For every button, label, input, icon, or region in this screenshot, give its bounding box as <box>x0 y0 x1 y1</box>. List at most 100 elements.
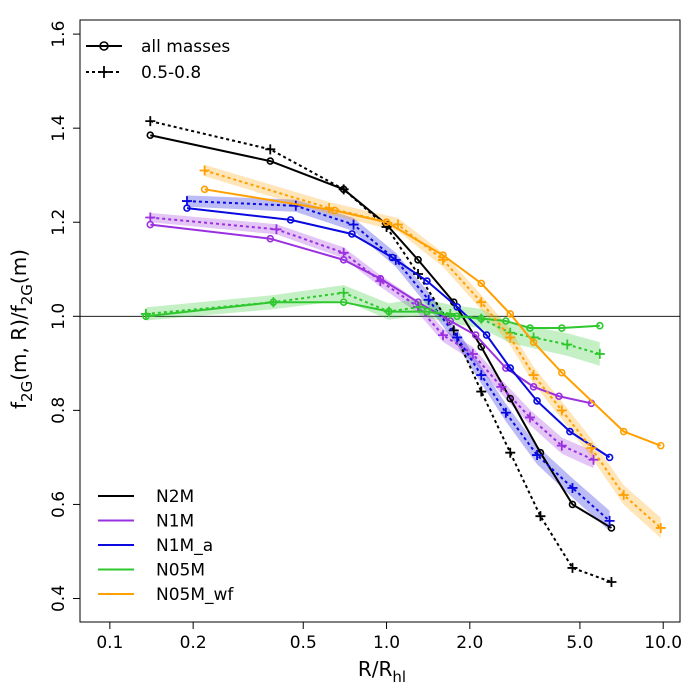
data-point <box>533 397 541 405</box>
series <box>181 196 615 526</box>
x-axis-title: R/Rhl <box>358 657 406 686</box>
data-point <box>619 427 628 436</box>
data-point <box>423 277 431 285</box>
data-point <box>476 370 487 381</box>
data-point <box>605 453 614 462</box>
data-point <box>477 279 486 288</box>
data-point <box>476 313 487 324</box>
data-point <box>529 383 538 391</box>
x-tick-label: 5.0 <box>566 633 593 653</box>
data-point <box>140 308 151 319</box>
data-point <box>414 256 422 264</box>
x-tick-label: 2.0 <box>456 633 483 653</box>
data-point <box>586 442 597 453</box>
data-point <box>505 447 516 458</box>
data-point <box>338 247 349 258</box>
data-point <box>338 287 349 298</box>
data-point <box>588 454 599 465</box>
data-point <box>324 203 335 214</box>
data-point <box>500 407 511 418</box>
data-point <box>414 301 425 312</box>
data-point <box>181 196 192 207</box>
data-point <box>566 427 574 436</box>
data-point <box>506 394 515 403</box>
data-point <box>383 306 394 317</box>
x-tick-label: 0.2 <box>180 633 207 653</box>
y-axis-title-part: (m, R)/f <box>7 304 31 380</box>
legend-label: 0.5-0.8 <box>141 63 201 83</box>
x-tick-label: 1.0 <box>373 633 400 653</box>
data-point <box>656 441 665 450</box>
data-point <box>568 500 577 509</box>
data-point <box>529 338 538 346</box>
data-point <box>556 440 567 451</box>
series-line <box>150 134 612 529</box>
data-point <box>606 577 617 588</box>
y-axis-title-part: f <box>7 401 31 409</box>
x-axis-title-sub: hl <box>392 668 406 686</box>
data-point <box>557 368 566 377</box>
plot-frame <box>79 19 681 623</box>
data-point <box>655 522 666 533</box>
data-point <box>596 321 604 330</box>
data-point <box>453 303 461 311</box>
x-tick-label: 10.0 <box>644 633 682 653</box>
data-point <box>286 216 295 224</box>
legend-label: all masses <box>141 37 230 57</box>
data-point <box>290 200 301 211</box>
data-point <box>505 332 516 343</box>
data-point <box>268 297 279 308</box>
data-point <box>390 254 401 265</box>
data-point <box>146 131 155 140</box>
uncertainty-band <box>186 195 610 532</box>
y-axis-title-sub: 2G <box>18 381 36 402</box>
data-point <box>476 297 487 308</box>
data-point <box>145 116 156 127</box>
data-point <box>271 224 282 235</box>
data-point <box>438 330 449 341</box>
data-point <box>524 412 535 423</box>
y-tick-label: 0.8 <box>49 397 69 424</box>
data-point <box>445 308 456 319</box>
data-point <box>375 276 386 287</box>
data-point <box>526 324 534 332</box>
legend-label: N2M <box>156 487 194 507</box>
data-point <box>477 343 486 351</box>
data-point <box>452 332 463 343</box>
data-point <box>339 298 348 306</box>
data-point <box>594 348 605 359</box>
x-tick-label: 0.5 <box>290 633 317 653</box>
y-tick-label: 1.6 <box>49 21 69 48</box>
y-tick-label: 1.4 <box>49 115 69 142</box>
data-point <box>604 515 615 526</box>
series <box>145 116 617 588</box>
data-point <box>482 331 491 339</box>
y-axis-title: f2G(m, R)/f2G(m) <box>7 249 36 409</box>
legend-label: N1M <box>156 512 194 532</box>
data-point <box>607 524 616 532</box>
legend-marker <box>98 66 110 78</box>
data-point <box>467 348 478 359</box>
y-axis-title-part: (m) <box>7 249 31 284</box>
series <box>183 204 614 462</box>
data-point <box>557 324 566 332</box>
series-line <box>186 207 611 459</box>
data-point <box>476 386 487 397</box>
series-line <box>145 301 600 330</box>
data-point <box>471 331 480 339</box>
data-point <box>266 157 275 165</box>
y-axis-title-sub: 2G <box>18 284 36 305</box>
series-line <box>186 200 611 522</box>
data-point <box>555 392 563 401</box>
data-point <box>532 450 543 461</box>
data-point <box>348 230 356 238</box>
data-point <box>535 511 546 522</box>
series <box>145 212 599 465</box>
y-tick-label: 0.6 <box>49 491 69 518</box>
data-point <box>423 294 434 305</box>
data-point <box>502 317 510 325</box>
data-point <box>618 490 629 501</box>
y-tick-label: 1.0 <box>49 303 69 330</box>
data-point <box>506 310 515 318</box>
